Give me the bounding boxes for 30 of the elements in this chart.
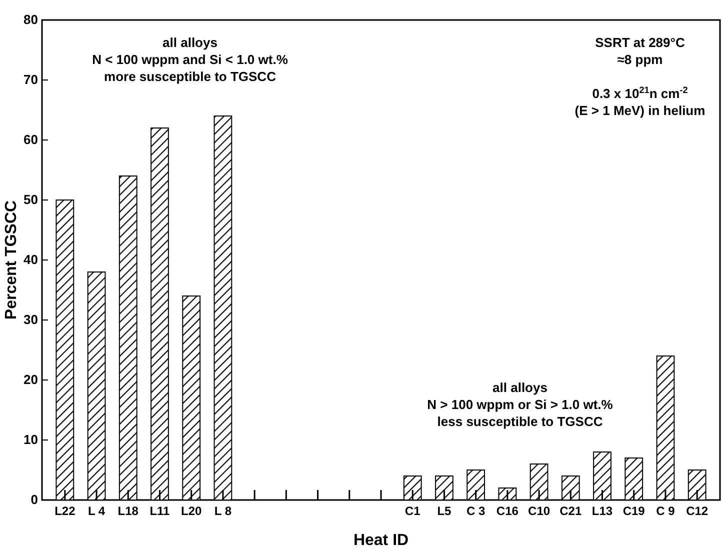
y-tick-label: 60 [24,132,38,147]
x-tick-label: L20 [181,504,202,518]
x-tick-label: L22 [54,504,76,518]
x-tick-label: L5 [437,504,452,518]
x-tick-label: L18 [118,504,139,518]
y-tick-label: 40 [24,252,38,267]
annotation: all alloys N < 100 wppm and Si < 1.0 wt.% more susceptible to TGSCC [92,35,288,84]
y-tick-label: 50 [24,192,38,207]
text: SSRT at 289°C ≈8 ppm 0.3 x 10$^{21}$n cm$^{-2}$ (E > 1 MeV) in helium [574,35,706,118]
x-tick-label: L13 [592,504,613,518]
x-tick-label: L11 [150,504,170,518]
y-tick-label: 70 [24,72,38,87]
y-tick-label: 80 [24,12,38,27]
y-tick-label: 20 [24,372,38,387]
x-tick-label: C21 [560,504,582,518]
x-tick-label: C10 [528,504,550,518]
x-tick-label: L 8 [214,504,232,518]
x-tick-label: C 3 [466,504,486,518]
x-tick-label: C1 [404,504,421,518]
annotation: all alloys N > 100 wppm or Si > 1.0 wt.% less susceptible to TGSCC [427,380,614,429]
y-tick-label: 0 [30,492,38,507]
x-tick-label: C12 [686,504,708,518]
x-tick-label: L 4 [88,504,106,518]
y-tick-label: 10 [24,432,38,447]
y-axis-title: Percent TGSCC [3,200,20,320]
y-tick-label: 30 [24,312,38,327]
x-tick-label: C19 [622,504,646,518]
x-tick-label: C 9 [656,504,676,518]
x-axis-title: Heat ID [353,532,409,549]
x-tick-label: C16 [496,504,519,518]
